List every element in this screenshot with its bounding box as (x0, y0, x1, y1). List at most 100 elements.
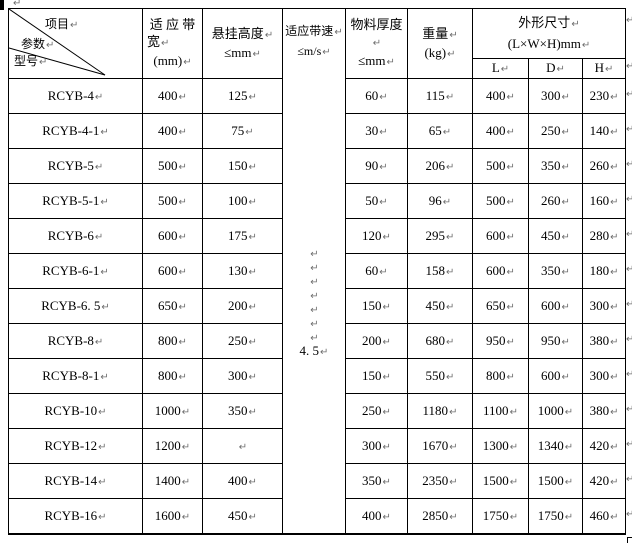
cell-value: 1100 (483, 403, 509, 418)
row-end-return-icon: ↵ (626, 369, 632, 380)
return-mark-icon: ↵ (445, 92, 455, 103)
cell-value: 600 (158, 263, 178, 278)
cell-value: RCYB-12 (44, 438, 98, 453)
return-mark-icon: ↵ (506, 92, 515, 103)
return-mark-icon: ↵ (98, 511, 107, 523)
return-mark-icon: ↵ (310, 305, 319, 316)
row-end-return-icon: ↵ (626, 404, 632, 415)
return-mark-icon: ↵ (98, 477, 107, 488)
cell-value: 75 (231, 123, 245, 138)
header-text-line: ≤m/s↵ (297, 44, 331, 58)
return-mark-icon: ↵ (94, 232, 104, 243)
row-end-return-icon: ↵ (626, 439, 632, 450)
return-mark-icon: ↵ (564, 477, 574, 488)
cell-dim-l: 500↵ (472, 183, 529, 219)
cell-value: 260 (589, 158, 610, 173)
cell-dim-d: 350↵ (528, 253, 583, 289)
cell-material-thickness: 150↵ (345, 288, 408, 324)
return-mark-icon: ↵ (447, 48, 456, 60)
cell-value: 100 (228, 193, 248, 208)
cell-bandwidth: 400↵ (142, 78, 203, 114)
cell-value: 1750 (537, 507, 564, 523)
cell-dim-h: 230↵ (581, 78, 627, 114)
cell-hang-height: 300↵ (202, 358, 283, 394)
cell-weight: 550↵ (407, 358, 473, 394)
return-mark-icon: ↵ (100, 267, 109, 278)
cell-value: 600 (541, 368, 561, 383)
cell-value: RCYB-8 (47, 333, 94, 348)
cell-weight: 65↵ (407, 113, 473, 149)
cell-dim-h: 140↵ (581, 113, 627, 149)
return-mark-icon: ↵ (581, 39, 591, 51)
header-text-line: 适应带速↵ (285, 24, 343, 38)
return-mark-icon: ↵ (449, 477, 458, 488)
return-mark-icon: ↵ (39, 57, 48, 68)
cell-value: 350 (362, 473, 382, 488)
return-mark-icon: ↵ (610, 267, 619, 278)
cell-value: 130 (228, 263, 248, 278)
row-end-return-icon: ↵ (626, 334, 632, 345)
cell-material-thickness: 400↵ (345, 498, 408, 534)
header-text-line: 悬挂高度↵ (211, 25, 274, 41)
return-mark-icon: ↵ (382, 511, 391, 523)
row-end-return-icon: ↵ (626, 89, 632, 100)
cell-value: 1400 (154, 473, 181, 488)
return-mark-icon: ↵ (238, 442, 248, 453)
return-mark-icon: ↵ (248, 92, 257, 103)
header-text-line: (mm)↵ (153, 53, 192, 68)
cell-hang-height: 450↵ (202, 498, 283, 534)
cell-value: 1300 (482, 438, 509, 453)
return-mark-icon: ↵ (610, 197, 619, 208)
cell-bandwidth: 500↵ (142, 148, 203, 184)
cell-dim-d: 300↵ (528, 78, 583, 114)
cell-dim-l: 950↵ (472, 323, 529, 359)
cell-value: 650 (486, 298, 506, 313)
cell-hang-height: 200↵ (202, 288, 283, 324)
return-mark-icon: ↵ (379, 162, 388, 173)
cell-value: 650 (158, 298, 178, 313)
cell-value: 96 (428, 193, 442, 208)
cell-value: 60 (365, 88, 379, 103)
cell-dim-h: 300↵ (581, 288, 627, 324)
row-end-return-icon: ↵ (626, 474, 632, 485)
table-row: RCYB-14↵ 1400↵ 400↵ 350↵ 2350↵ 1500↵ 1500↵ 420↵ (8, 463, 627, 499)
cell-value: 2850 (422, 507, 449, 523)
return-mark-icon: ↵ (561, 302, 570, 313)
cell-value: 60 (365, 263, 379, 278)
row-end-return-icon: ↵ (626, 264, 632, 275)
return-mark-icon: ↵ (386, 57, 395, 68)
cell-dim-l: 600↵ (472, 218, 529, 254)
cell-value: 65 (428, 123, 442, 138)
cell-value: 90 (365, 158, 379, 173)
cell-weight: 206↵ (407, 148, 473, 184)
table-row: RCYB-6-1↵ 600↵ 130↵ 60↵ 158↵ 600↵ 350↵ 180↵ (8, 253, 627, 289)
return-mark-icon: ↵ (94, 162, 104, 173)
cell-value: 280 (589, 228, 610, 243)
return-mark-icon: ↵ (446, 267, 455, 278)
row-end-return-icon: ↵ (626, 299, 632, 310)
header-text-line: (kg)↵ (424, 44, 456, 60)
cell-value: 250 (541, 123, 561, 138)
cell-hang-height: 175↵ (202, 218, 283, 254)
cell-material-thickness: 150↵ (345, 358, 408, 394)
cell-dim-l: 1100↵ (472, 393, 529, 429)
cell-value: 250 (228, 333, 248, 348)
cell-material-thickness: 200↵ (345, 323, 408, 359)
return-mark-icon: ↵ (94, 337, 104, 348)
cell-model: RCYB-16↵ (8, 498, 143, 534)
cell-dim-d: 1000↵ (528, 393, 583, 429)
return-mark-icon: ↵ (564, 442, 574, 453)
cell-dim-h: 380↵ (581, 393, 627, 429)
return-mark-icon: ↵ (379, 127, 388, 138)
cell-hang-height: 150↵ (202, 148, 283, 184)
return-mark-icon: ↵ (446, 337, 455, 348)
cell-weight: 1670↵ (407, 428, 473, 464)
cell-dim-h: 280↵ (581, 218, 627, 254)
return-mark-icon: ↵ (248, 337, 257, 348)
cell-value: 400 (486, 123, 506, 138)
cell-value: 450 (228, 507, 248, 523)
return-mark-icon: ↵ (94, 92, 104, 103)
blank-line: ↵ (309, 246, 318, 260)
return-mark-icon: ↵ (248, 232, 257, 243)
